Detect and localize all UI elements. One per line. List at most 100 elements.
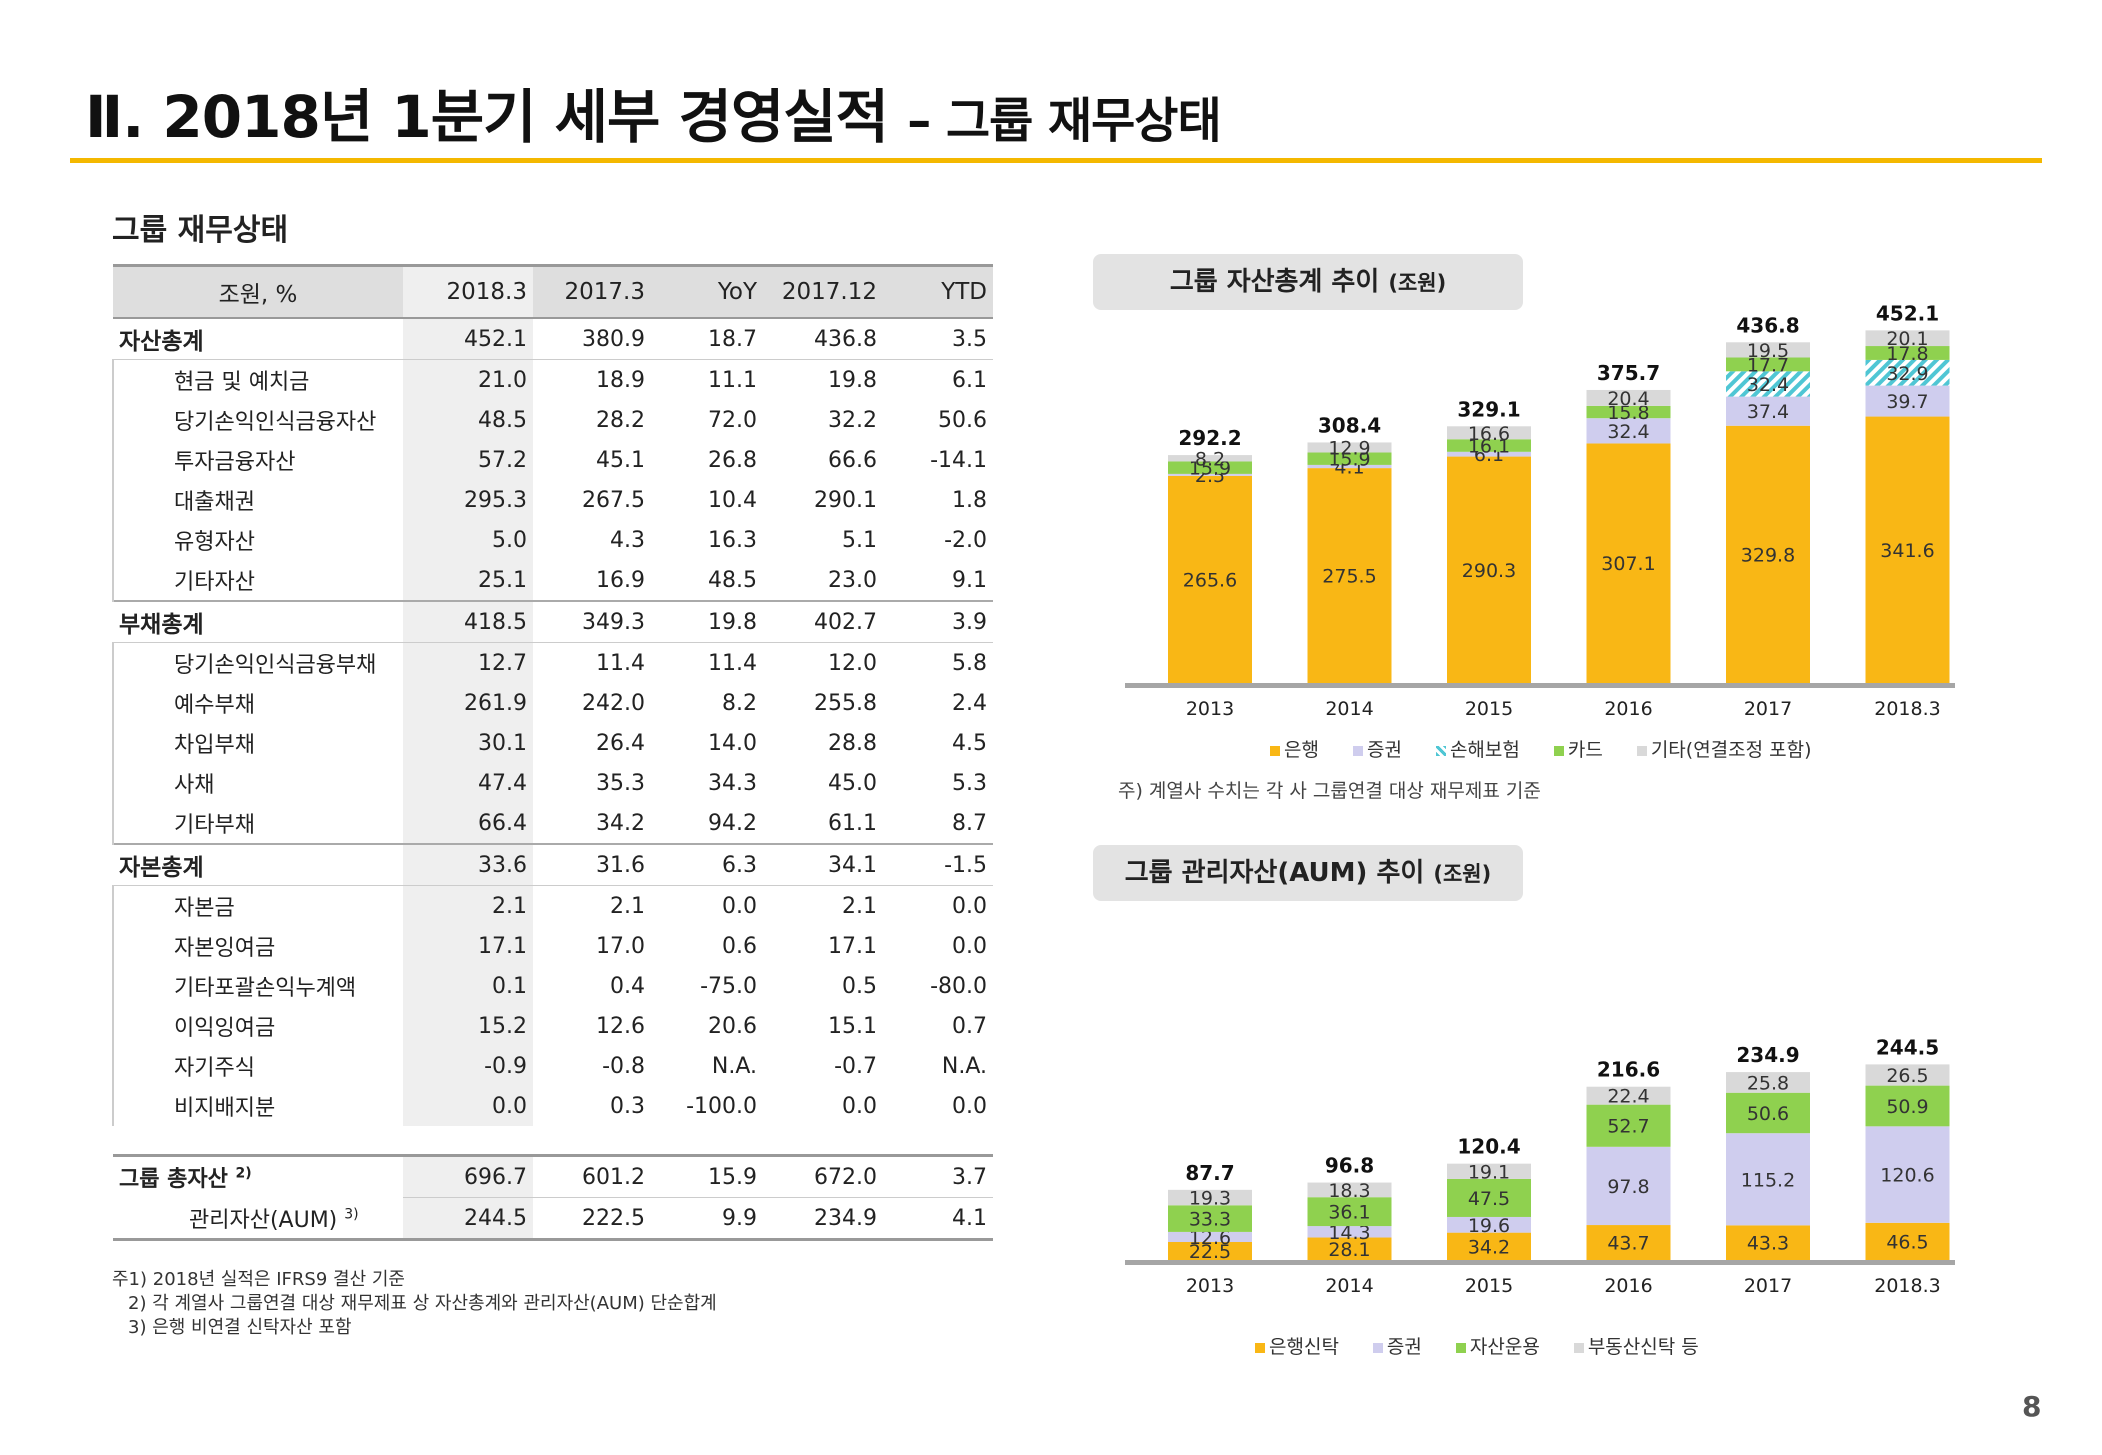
data-label: 43.3 (1747, 1233, 1789, 1255)
data-label: 50.9 (1886, 1096, 1928, 1118)
category-label: 2016 (1604, 698, 1652, 720)
total-label: 329.1 (1457, 397, 1520, 421)
cell-value: 418.5 (403, 600, 533, 643)
cell-value: 672.0 (763, 1154, 883, 1198)
data-label: 15.8 (1607, 402, 1649, 424)
cell-value: N.A. (941, 1053, 987, 1079)
bar-segment (1865, 346, 1950, 360)
table-header: 조원, % 2018.3 2017.3 YoY 2017.12 YTD (113, 264, 993, 319)
row-label: 자기주식 (112, 1046, 403, 1086)
cell-value: 0.6 (722, 933, 757, 959)
cell-value: 50.6 (938, 407, 987, 433)
cell-value: 0.0 (952, 1093, 987, 1119)
cell-value: -0.9 (403, 1046, 533, 1086)
data-label: 115.2 (1741, 1169, 1795, 1191)
cell-value: 9.1 (952, 567, 987, 593)
table-row: 비지배지분 0.0 0.3 -100.0 0.0 0.0 (112, 1086, 993, 1126)
col-header-2017-12: 2017.12 (763, 264, 883, 319)
data-label: 37.4 (1747, 401, 1789, 423)
data-label: 20.1 (1886, 328, 1928, 350)
bar-segment (1168, 475, 1252, 683)
data-label: 34.2 (1468, 1236, 1510, 1258)
data-label: 25.8 (1747, 1072, 1789, 1094)
cell-value: -14.1 (930, 447, 987, 473)
table-row: 현금 및 예치금 21.0 18.9 11.1 19.8 6.1 (112, 359, 993, 400)
cell-value: 222.5 (533, 1197, 651, 1241)
bar-segment (1307, 468, 1392, 683)
legend-item: 증권 (1352, 735, 1402, 762)
cell-value: 18.9 (533, 359, 651, 400)
x-axis-line (1125, 683, 1955, 688)
row-label: 현금 및 예치금 (112, 359, 403, 400)
cell-value: 6.3 (651, 843, 763, 886)
data-label: 265.6 (1183, 569, 1237, 591)
data-label: 22.4 (1607, 1086, 1649, 1108)
table-group-row: 자산총계 452.1 380.9 18.7 436.8 3.5 (113, 317, 993, 360)
total-label: 120.4 (1457, 1135, 1520, 1159)
row-label: 기타자산 (112, 560, 403, 601)
data-label: 47.5 (1468, 1188, 1510, 1210)
table-row: 이익잉여금 15.2 12.6 20.6 15.1 0.7 (112, 1006, 993, 1046)
cell-value: 12.0 (763, 642, 883, 683)
table-row: 자본잉여금 17.1 17.0 0.6 17.1 0.0 (112, 926, 993, 966)
category-label: 2017 (1744, 698, 1792, 720)
category-label: 2018.3 (1874, 1275, 1940, 1297)
cell-value: 17.0 (596, 933, 645, 959)
cell-value: 3.7 (883, 1154, 993, 1198)
category-label: 2013 (1186, 698, 1234, 720)
cell-value: -0.7 (834, 1053, 877, 1079)
table-group-row: 자본총계 33.6 31.6 6.3 34.1 -1.5 (113, 843, 993, 886)
bar-segment (1447, 1216, 1531, 1233)
legend-label: 증권 (1366, 739, 1402, 761)
cell-value: 25.1 (403, 560, 533, 601)
data-label: 19.3 (1189, 1188, 1231, 1210)
bar-segment (1168, 1231, 1252, 1242)
cell-value: 35.3 (596, 770, 645, 796)
cell-value: 16.3 (708, 527, 757, 553)
cell-value: 261.9 (403, 683, 533, 723)
cell-value: 5.3 (952, 770, 987, 796)
total-label: 87.7 (1185, 1161, 1234, 1185)
bar-segment (1447, 456, 1531, 683)
cell-value: 0.0 (651, 885, 763, 926)
total-label: 관리자산(AUM) 3) (113, 1197, 403, 1241)
cell-value: 48.5 (403, 400, 533, 440)
bar-segment (1865, 1064, 1950, 1086)
cell-value: 5.8 (883, 642, 993, 683)
category-label: 2013 (1186, 1275, 1234, 1297)
cell-value: 0.1 (403, 966, 533, 1006)
cell-value: 19.8 (651, 600, 763, 643)
row-label: 기타포괄손익누계액 (112, 966, 403, 1006)
bar-segment (1307, 1182, 1392, 1198)
cell-value: 28.8 (828, 730, 877, 756)
table-row: 당기손익인식금융부채 12.7 11.4 11.4 12.0 5.8 (112, 642, 993, 683)
row-label: 예수부채 (112, 683, 403, 723)
legend-swatch (1553, 745, 1564, 756)
group-label: 자산총계 (113, 317, 403, 360)
bar-segment (1447, 1232, 1531, 1260)
bar-segment (1586, 1104, 1671, 1147)
bar-segment (1307, 1197, 1392, 1227)
cell-value: 696.7 (403, 1154, 533, 1198)
category-label: 2014 (1325, 1275, 1373, 1297)
cell-value: 66.4 (403, 803, 533, 844)
bar-segment (1447, 439, 1531, 452)
row-label: 사채 (112, 763, 403, 803)
asset-chart-title: 그룹 자산총계 추이 (조원) (1093, 254, 1523, 310)
row-label: 유형자산 (112, 520, 403, 560)
cell-value: 32.2 (828, 407, 877, 433)
cell-value: 6.1 (883, 359, 993, 400)
cell-value: 61.1 (828, 810, 877, 836)
total-label: 436.8 (1736, 313, 1799, 337)
legend-swatch (1352, 745, 1363, 756)
bar-segment (1168, 1189, 1252, 1206)
legend-label: 은행신탁 (1269, 1336, 1339, 1358)
legend-swatch (1270, 745, 1280, 756)
cell-value: 12.6 (596, 1013, 645, 1039)
table-row: 투자금융자산 57.2 45.1 26.8 66.6 -14.1 (112, 440, 993, 480)
cell-value: 234.9 (763, 1197, 883, 1241)
cell-value: 601.2 (533, 1154, 651, 1198)
cell-value: 0.5 (842, 973, 877, 999)
note-3: 3) 은행 비연결 신탁자산 포함 (128, 1317, 352, 1338)
total-label: 96.8 (1325, 1154, 1374, 1178)
